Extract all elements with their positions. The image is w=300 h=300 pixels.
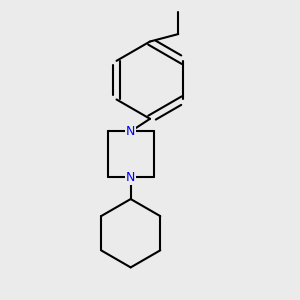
Text: N: N	[126, 171, 135, 184]
Text: N: N	[126, 125, 135, 138]
